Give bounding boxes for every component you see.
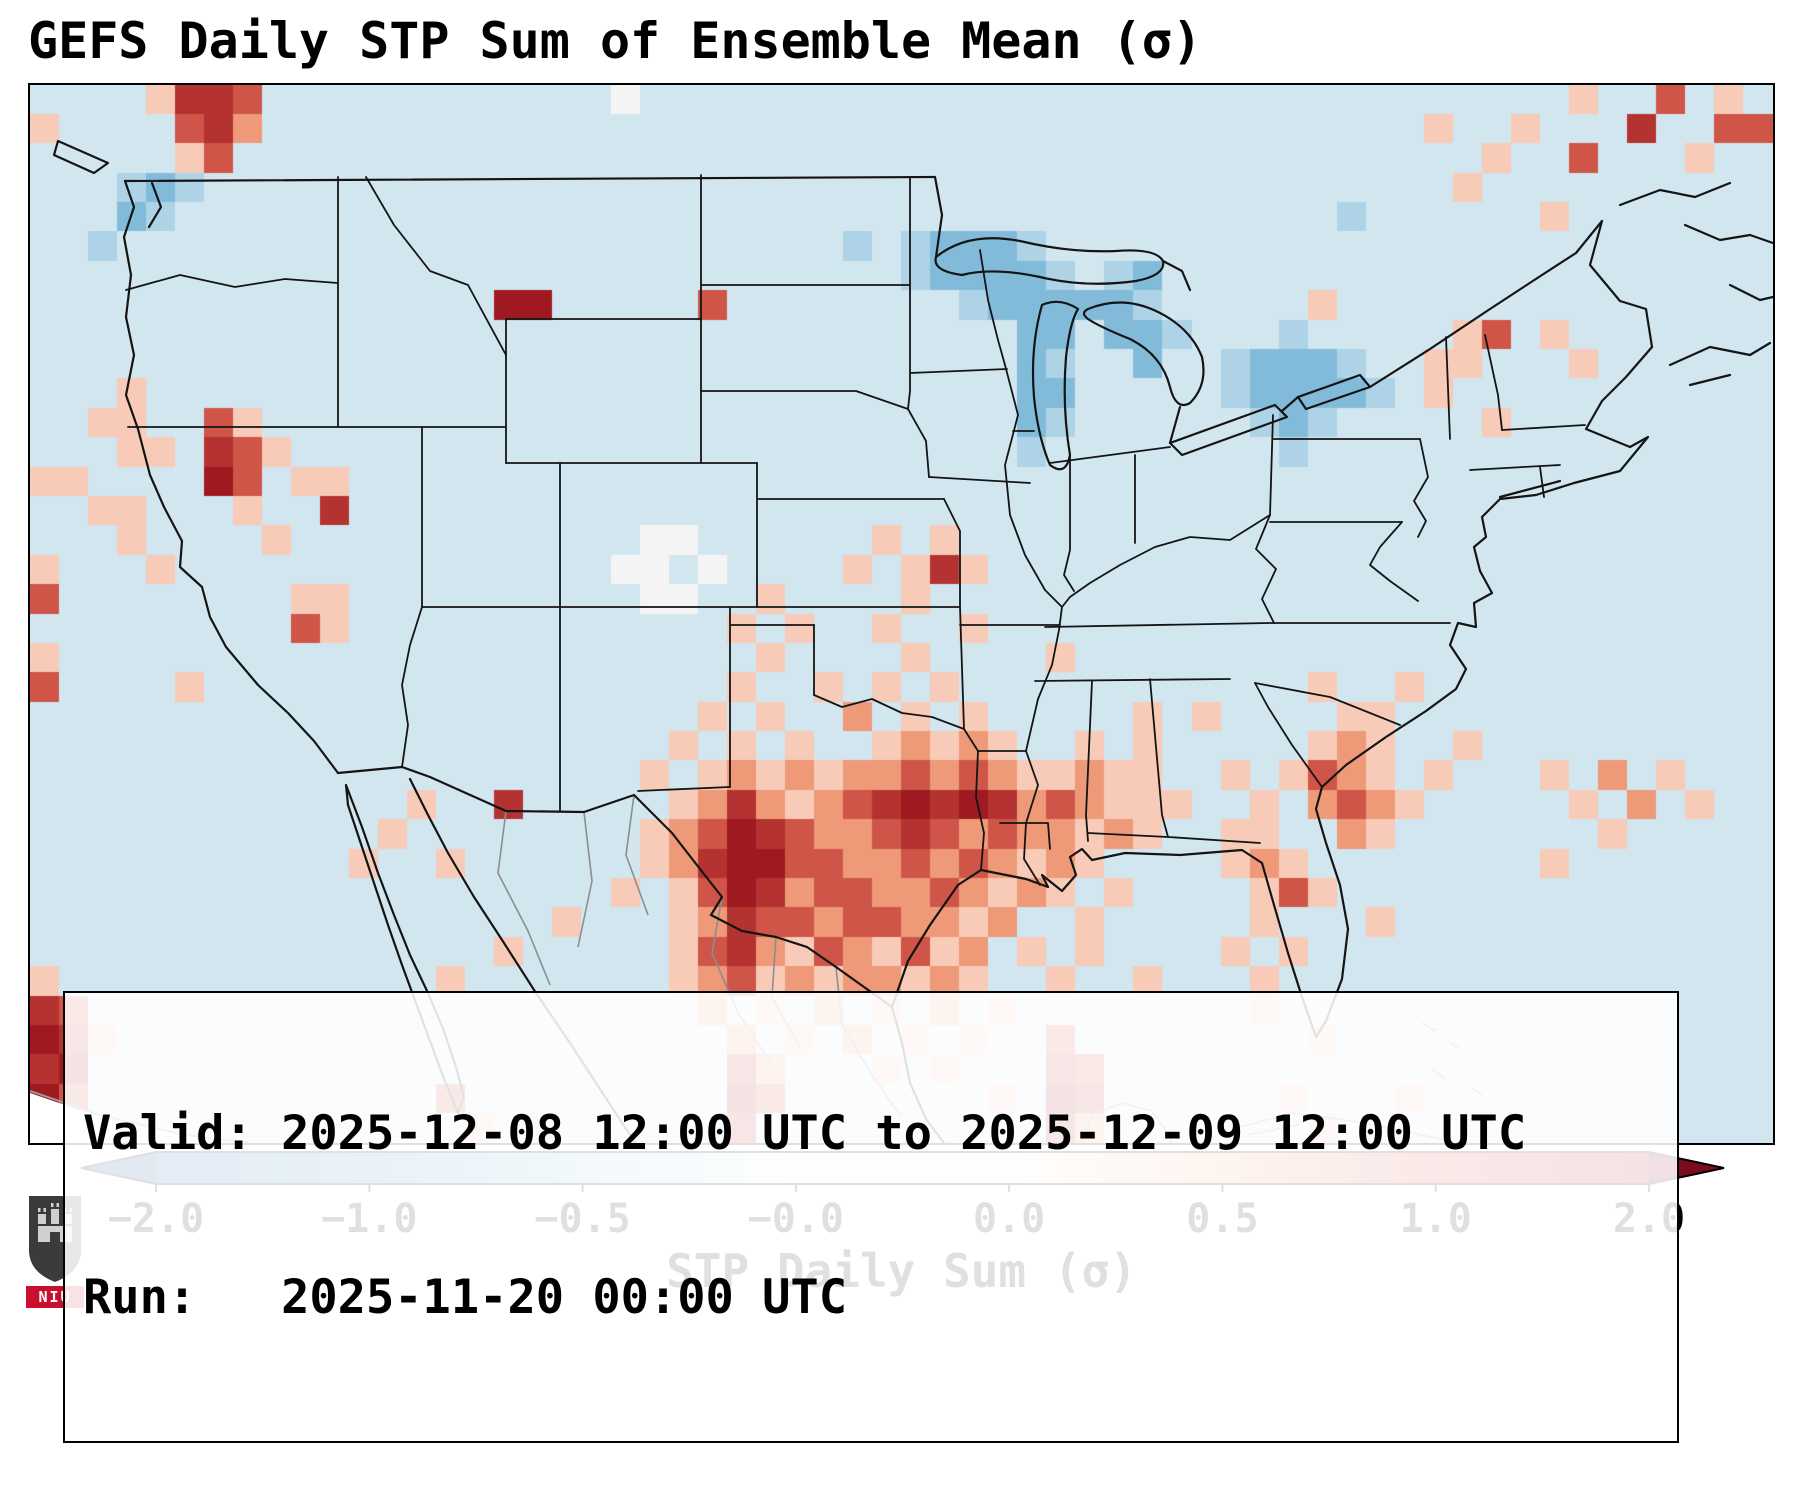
- map-borders-overlay: [30, 139, 1773, 1143]
- run-time-line: Run: 2025-11-20 00:00 UTC: [83, 1269, 848, 1325]
- coastlines: [52, 139, 1773, 1143]
- valid-time-line: Valid: 2025-12-08 12:00 UTC to 2025-12-0…: [83, 1106, 1527, 1162]
- niu-logo-text: NIU: [38, 1288, 71, 1306]
- stp-heatmap-canvas: [30, 85, 1773, 1143]
- map-panel: Valid: 2025-12-08 12:00 UTC to 2025-12-0…: [28, 83, 1775, 1444]
- figure-title: GEFS Daily STP Sum of Ensemble Mean (σ): [28, 12, 1202, 70]
- castle-door: [50, 1232, 60, 1242]
- validity-info-box: Valid: 2025-12-08 12:00 UTC to 2025-12-0…: [63, 991, 1679, 1444]
- state-borders: [125, 174, 1586, 886]
